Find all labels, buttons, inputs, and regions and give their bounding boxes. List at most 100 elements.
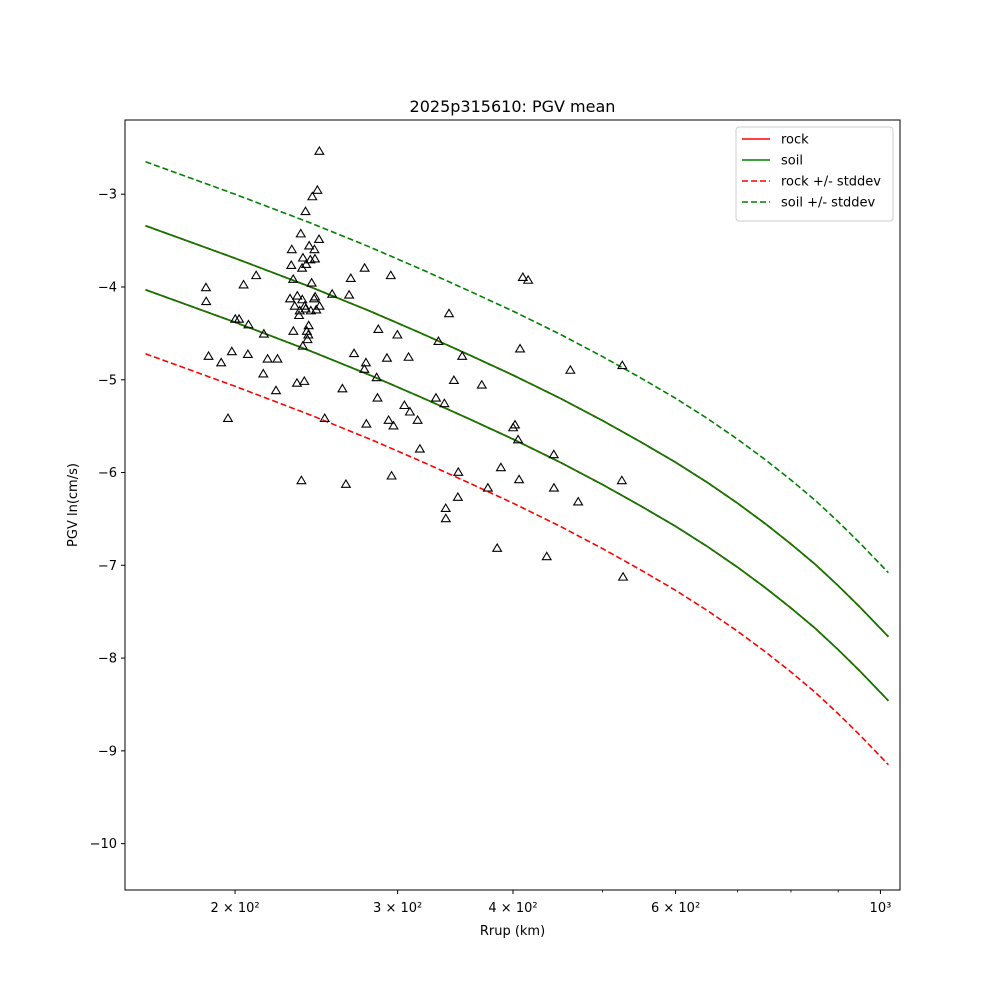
observation-point <box>616 475 628 485</box>
y-tick-label: −6 <box>98 466 117 481</box>
legend-label: rock +/- stddev <box>781 175 881 190</box>
observation-point <box>299 300 310 310</box>
y-tick-label: −10 <box>90 837 117 852</box>
observation-point <box>200 296 212 306</box>
observation-point <box>440 503 452 513</box>
observation-point <box>258 328 270 338</box>
observation-point <box>302 334 313 344</box>
observation-point <box>388 420 399 430</box>
observation-point <box>456 350 468 360</box>
observation-point <box>297 340 309 350</box>
x-tick-label: 2 × 10² <box>210 901 259 916</box>
observation-point <box>359 262 370 272</box>
observation-point <box>548 482 560 492</box>
observation-point <box>452 491 464 501</box>
observation-point <box>381 352 393 362</box>
observation-point <box>448 375 460 385</box>
observation-point <box>203 350 214 360</box>
observation-point <box>439 398 450 408</box>
observation-point <box>440 513 452 523</box>
observation-point <box>412 414 423 424</box>
observation-point <box>572 496 584 506</box>
observation-point <box>297 252 309 262</box>
legend-box <box>735 126 894 222</box>
observation-point <box>476 379 488 389</box>
observation-point <box>242 349 254 359</box>
x-axis-label: Rrup (km) <box>480 924 545 939</box>
x-tick-label: 10³ <box>870 901 892 916</box>
observation-point <box>383 414 394 424</box>
observation-point <box>617 571 629 581</box>
observation-point <box>200 282 212 292</box>
observation-point <box>300 259 312 269</box>
y-tick-label: −4 <box>98 280 117 295</box>
x-tick-label: 3 × 10² <box>373 901 422 916</box>
observation-point <box>360 357 372 367</box>
observation-point <box>284 293 296 303</box>
observation-point <box>326 288 338 298</box>
observation-point <box>306 191 318 201</box>
y-tick-label: −7 <box>98 559 117 574</box>
observation-point <box>250 270 262 280</box>
series-line-soil-stddev-9 <box>145 225 889 638</box>
legend: rock soil rock +/- stddev soil +/- stddev <box>735 126 894 222</box>
observation-point <box>372 392 383 402</box>
observation-point <box>404 406 416 416</box>
observation-point <box>302 329 314 339</box>
observation-point <box>312 184 323 194</box>
observation-point <box>298 375 310 385</box>
observation-point <box>399 400 410 410</box>
observation-point <box>257 368 269 378</box>
observation-point <box>222 413 234 423</box>
observation-point <box>403 351 414 361</box>
observation-point <box>452 466 464 476</box>
observation-point <box>340 478 352 488</box>
observation-point <box>295 228 307 238</box>
observation-point <box>226 346 238 356</box>
observation-point <box>262 353 273 363</box>
observation-point <box>509 419 521 429</box>
observation-point <box>306 277 317 287</box>
observation-point <box>512 434 524 444</box>
plot-area <box>145 145 889 766</box>
observation-point <box>303 320 314 330</box>
observation-point <box>548 449 560 459</box>
legend-label: soil +/- stddev <box>781 196 876 211</box>
observation-point <box>386 470 397 480</box>
observation-point <box>309 291 321 301</box>
observation-point <box>296 475 307 485</box>
observation-point <box>291 377 303 387</box>
observation-point <box>371 372 382 382</box>
observation-point <box>517 272 529 282</box>
observation-point <box>345 272 357 282</box>
y-axis: −3 −4 −5 −6 −7 −8 −9 −10 <box>90 188 125 852</box>
observation-point <box>495 462 507 472</box>
observation-point <box>319 413 331 423</box>
observation-point <box>301 325 313 335</box>
x-tick-label: 4 × 10² <box>488 901 537 916</box>
observation-point <box>215 357 227 367</box>
observation-point <box>314 300 325 310</box>
observation-point <box>373 323 384 333</box>
observation-point <box>233 313 245 323</box>
observation-point <box>270 385 282 395</box>
observation-point <box>491 542 503 552</box>
observation-point <box>513 474 525 484</box>
series-line-rock-stddev-4 <box>145 353 889 766</box>
observation-point <box>514 343 526 353</box>
observation-point <box>616 360 628 370</box>
x-tick-label: 6 × 10² <box>651 901 700 916</box>
x-axis: 2 × 10² 3 × 10² 4 × 10² 6 × 10² 10³ <box>210 890 891 916</box>
y-tick-label: −3 <box>98 188 117 203</box>
observation-point <box>309 253 321 263</box>
observation-point <box>541 551 553 561</box>
observation-point <box>286 244 298 254</box>
y-axis-label: PGV ln(cm/s) <box>66 463 81 547</box>
observation-point <box>392 329 403 339</box>
y-tick-label: −5 <box>98 373 117 388</box>
legend-label: soil <box>781 154 803 169</box>
observation-point <box>287 273 299 283</box>
observation-point <box>243 319 254 329</box>
observation-point <box>285 259 297 269</box>
